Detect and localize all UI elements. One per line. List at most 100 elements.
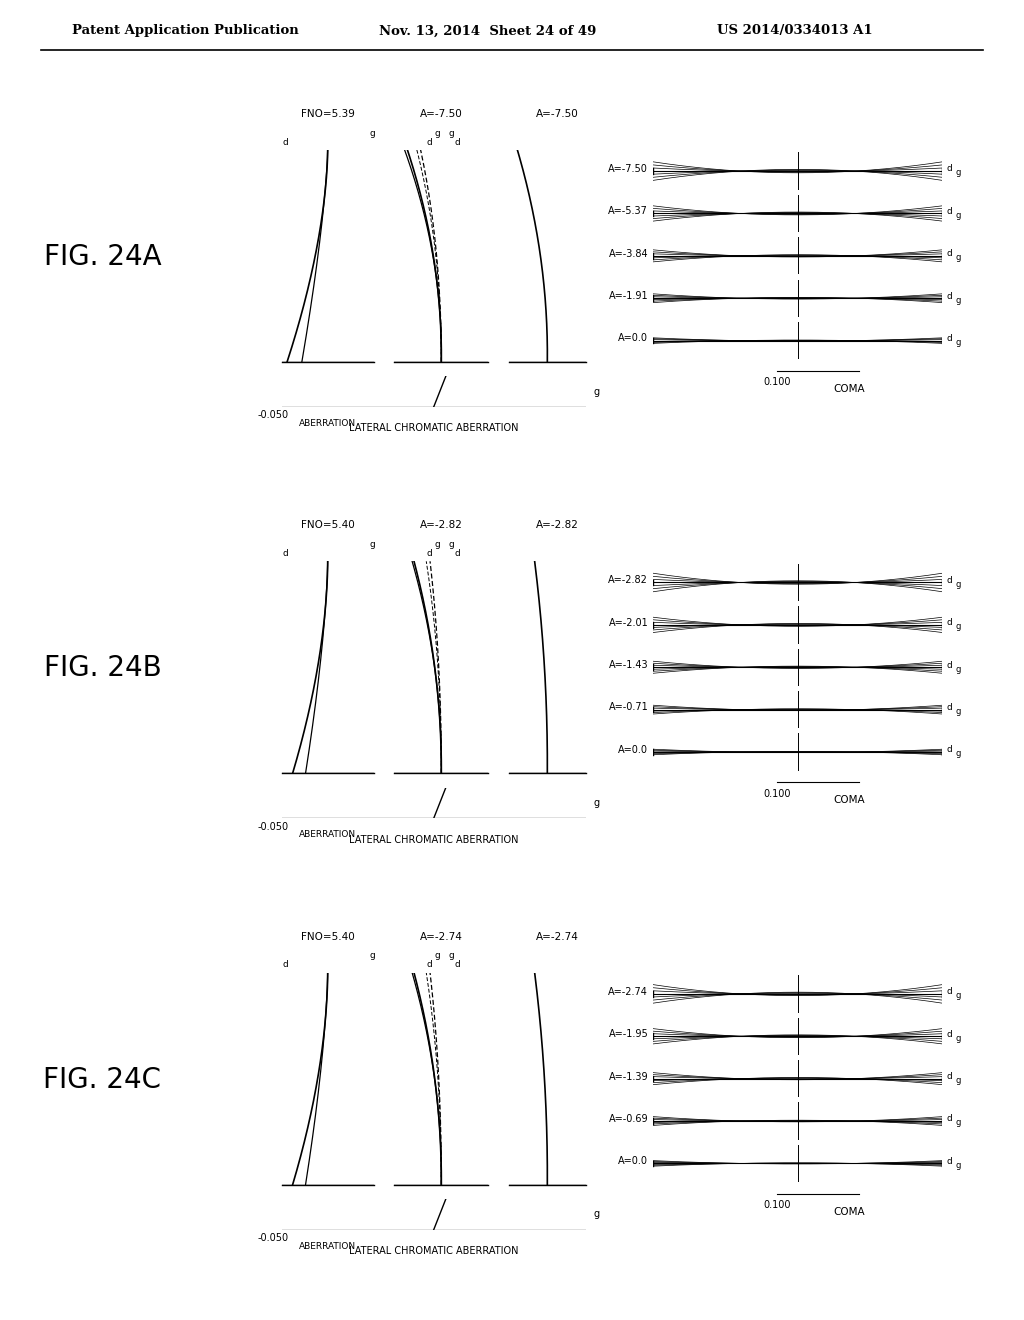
Text: -0.050: -0.050 xyxy=(258,1233,289,1243)
Text: ABERRATION: ABERRATION xyxy=(299,418,356,428)
Text: FNO=5.40: FNO=5.40 xyxy=(301,932,354,942)
Text: ASTIGMATISM: ASTIGMATISM xyxy=(411,812,472,820)
Text: 5.000%: 5.000% xyxy=(549,1204,586,1213)
Text: -0.050: -0.050 xyxy=(258,821,289,832)
Text: FNO=5.39: FNO=5.39 xyxy=(301,110,354,119)
Text: d: d xyxy=(946,746,952,754)
Text: A=-7.50: A=-7.50 xyxy=(537,110,579,119)
Text: d: d xyxy=(946,618,952,627)
Text: d: d xyxy=(946,576,952,585)
Text: Nov. 13, 2014  Sheet 24 of 49: Nov. 13, 2014 Sheet 24 of 49 xyxy=(379,24,596,37)
Text: d: d xyxy=(455,549,461,558)
Text: FIG. 24B: FIG. 24B xyxy=(44,655,161,682)
Text: SPHERICAL: SPHERICAL xyxy=(303,400,352,409)
Text: FIG. 24A: FIG. 24A xyxy=(44,243,161,271)
Text: g: g xyxy=(449,540,455,549)
Text: g: g xyxy=(955,1034,961,1043)
Text: d: d xyxy=(946,1072,952,1081)
Text: A=0.0: A=0.0 xyxy=(618,744,648,755)
Text: 5.000%: 5.000% xyxy=(549,792,586,803)
Text: A=-7.50: A=-7.50 xyxy=(420,110,463,119)
Text: d: d xyxy=(946,207,952,216)
Text: A=-2.82: A=-2.82 xyxy=(608,576,648,585)
Text: g: g xyxy=(955,664,961,673)
Text: COMA: COMA xyxy=(834,384,864,395)
Text: SPHERICAL: SPHERICAL xyxy=(303,1222,352,1232)
Text: d: d xyxy=(946,292,952,301)
Text: LATERAL CHROMATIC ABERRATION: LATERAL CHROMATIC ABERRATION xyxy=(349,424,518,433)
Text: A=-0.69: A=-0.69 xyxy=(608,1114,648,1123)
Text: 0.500: 0.500 xyxy=(461,1204,488,1213)
Text: 0.500: 0.500 xyxy=(346,381,374,391)
Text: Patent Application Publication: Patent Application Publication xyxy=(72,24,298,37)
Text: A=-1.91: A=-1.91 xyxy=(608,292,648,301)
Text: A=-1.39: A=-1.39 xyxy=(608,1072,648,1081)
Text: g: g xyxy=(955,750,961,758)
Text: g: g xyxy=(955,296,961,305)
Text: d: d xyxy=(946,1114,952,1123)
Text: ASTIGMATISM: ASTIGMATISM xyxy=(411,400,472,409)
Text: d: d xyxy=(946,165,952,173)
Text: g: g xyxy=(955,579,961,589)
Text: g: g xyxy=(594,799,600,808)
Text: g: g xyxy=(955,622,961,631)
Text: g: g xyxy=(955,211,961,220)
Text: A=-0.71: A=-0.71 xyxy=(608,702,648,713)
Text: g: g xyxy=(955,338,961,347)
Text: COMA: COMA xyxy=(834,1206,864,1217)
Text: US 2014/0334013 A1: US 2014/0334013 A1 xyxy=(717,24,872,37)
Text: A=-2.74: A=-2.74 xyxy=(420,932,463,942)
Text: g: g xyxy=(955,991,961,1001)
Text: FIG. 24C: FIG. 24C xyxy=(43,1065,162,1094)
Text: 0.500: 0.500 xyxy=(346,1204,374,1213)
Text: g: g xyxy=(955,1076,961,1085)
Text: -0.050: -0.050 xyxy=(258,411,289,420)
Text: A=-1.43: A=-1.43 xyxy=(608,660,648,671)
Text: d: d xyxy=(946,987,952,997)
Text: d: d xyxy=(946,1156,952,1166)
Text: d: d xyxy=(426,961,432,969)
Text: A=-5.37: A=-5.37 xyxy=(608,206,648,216)
Text: DISTORTION: DISTORTION xyxy=(520,1222,574,1232)
Text: 0.100: 0.100 xyxy=(764,1200,791,1210)
Text: COMA: COMA xyxy=(834,796,864,805)
Text: 0.500: 0.500 xyxy=(461,792,488,803)
Text: 0.500: 0.500 xyxy=(346,792,374,803)
Text: g: g xyxy=(955,1118,961,1127)
Text: g: g xyxy=(434,128,440,137)
Text: d: d xyxy=(426,549,432,558)
Text: d: d xyxy=(946,1030,952,1039)
Text: g: g xyxy=(370,540,376,549)
Text: g: g xyxy=(955,1160,961,1170)
Text: g: g xyxy=(370,952,376,961)
Text: g: g xyxy=(594,1209,600,1220)
Text: A=-7.50: A=-7.50 xyxy=(608,164,648,174)
Text: g: g xyxy=(434,952,440,961)
Text: d: d xyxy=(946,660,952,669)
Text: ABERRATION: ABERRATION xyxy=(299,830,356,840)
Text: d: d xyxy=(455,961,461,969)
Text: g: g xyxy=(594,387,600,397)
Text: g: g xyxy=(434,540,440,549)
Text: 0.100: 0.100 xyxy=(764,378,791,388)
Text: LATERAL CHROMATIC ABERRATION: LATERAL CHROMATIC ABERRATION xyxy=(349,1246,518,1257)
Text: A=0.0: A=0.0 xyxy=(618,334,648,343)
Text: d: d xyxy=(946,334,952,343)
Text: g: g xyxy=(955,708,961,715)
Text: FNO=5.40: FNO=5.40 xyxy=(301,520,354,531)
Text: ABERRATION: ABERRATION xyxy=(299,1242,356,1251)
Text: g: g xyxy=(955,169,961,177)
Text: d: d xyxy=(283,961,289,969)
Text: A=-1.95: A=-1.95 xyxy=(608,1030,648,1039)
Text: A=-2.82: A=-2.82 xyxy=(537,520,579,531)
Text: DISTORTION: DISTORTION xyxy=(520,400,574,409)
Text: d: d xyxy=(283,137,289,147)
Text: g: g xyxy=(370,128,376,137)
Text: 5.000%: 5.000% xyxy=(549,381,586,391)
Text: A=-2.82: A=-2.82 xyxy=(420,520,463,531)
Text: d: d xyxy=(946,249,952,259)
Text: SPHERICAL: SPHERICAL xyxy=(303,812,352,820)
Text: LATERAL CHROMATIC ABERRATION: LATERAL CHROMATIC ABERRATION xyxy=(349,834,518,845)
Text: A=-2.01: A=-2.01 xyxy=(608,618,648,628)
Text: g: g xyxy=(955,253,961,263)
